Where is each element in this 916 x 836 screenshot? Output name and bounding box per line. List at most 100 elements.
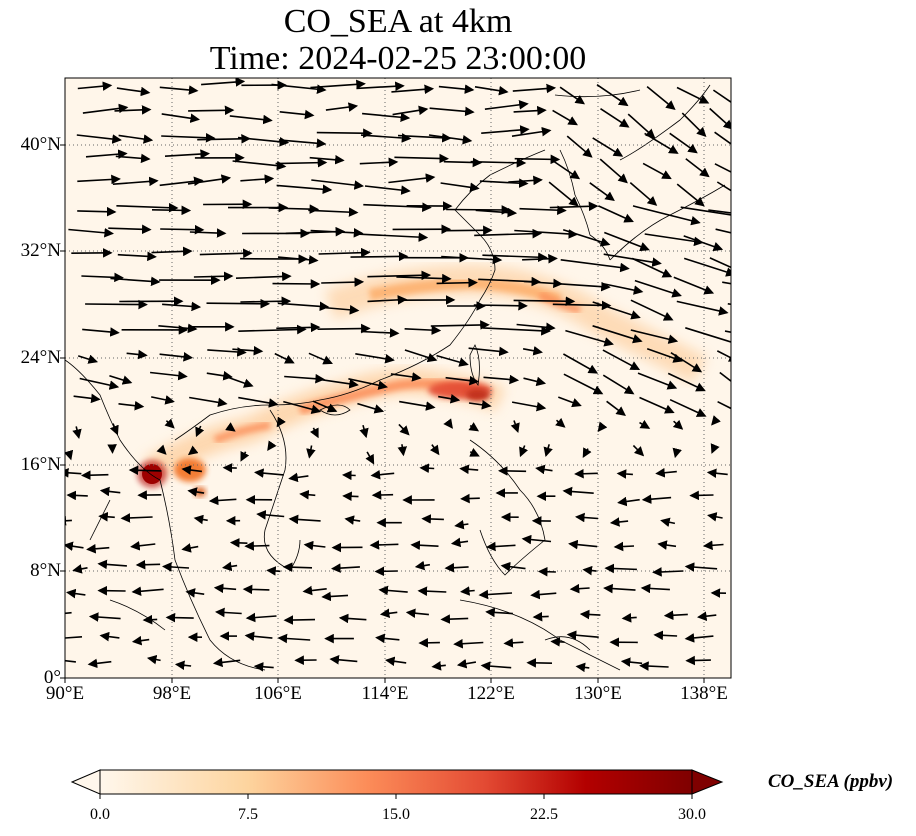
wind-vector [634, 279, 682, 298]
wind-vector [681, 112, 707, 138]
wind-vector [268, 204, 320, 214]
wind-vector [99, 486, 121, 497]
wind-vector [714, 131, 731, 145]
wind-vector [429, 444, 440, 456]
wind-vector [213, 583, 237, 594]
wind-vector [310, 228, 364, 238]
wind-vector [478, 589, 513, 600]
map-area [65, 78, 731, 678]
wind-vector [511, 401, 547, 412]
wind-vector [709, 107, 731, 130]
wind-vector [371, 490, 394, 500]
wind-vector [597, 421, 608, 433]
wind-vector [73, 393, 101, 404]
colorbar-tick-label: 15.0 [382, 806, 410, 823]
wind-vector [309, 154, 345, 165]
wind-vector [431, 661, 446, 671]
wind-vector [703, 540, 724, 551]
wind-vector [632, 444, 645, 457]
lon-tick-label: 98°E [152, 683, 192, 704]
wind-vector [421, 514, 444, 524]
wind-vector [390, 372, 422, 382]
colorbar-extend-min [70, 769, 101, 795]
wind-vector [453, 638, 484, 649]
wind-vector [603, 583, 636, 594]
wind-vector [397, 444, 408, 457]
wind-vector [685, 327, 731, 343]
wind-vector [563, 373, 604, 395]
wind-vector [468, 346, 509, 357]
lat-tick-label: 40°N [20, 134, 61, 155]
wind-vector [193, 271, 234, 282]
wind-vector [715, 228, 731, 234]
wind-vector [513, 296, 576, 306]
wind-vector [388, 173, 436, 184]
lon-tick-label: 90°E [45, 683, 85, 704]
wind-vector [460, 493, 480, 504]
colorbar-gradient [99, 769, 693, 795]
wind-vector [552, 300, 612, 311]
wind-vector [444, 562, 469, 573]
lon-tick-label: 138°E [680, 683, 728, 704]
wind-vector [604, 231, 650, 252]
wind-vector [397, 133, 452, 143]
wind-vector [164, 149, 210, 159]
wind-vector [174, 660, 192, 671]
wind-vector [135, 559, 161, 570]
wind-vector [637, 372, 678, 390]
wind-vector [676, 300, 729, 316]
wind-vector [187, 445, 199, 456]
wind-vector [508, 175, 543, 186]
wind-vector [620, 657, 643, 667]
wind-vector [642, 162, 672, 180]
wind-vector [479, 178, 529, 188]
wind-vector [81, 272, 124, 283]
wind-vector [237, 136, 290, 147]
wind-vector [562, 228, 611, 247]
wind-vector [278, 138, 327, 148]
wind-vector [473, 300, 528, 311]
wind-vector [254, 468, 284, 478]
wind-vector [592, 301, 641, 320]
wind-vector [630, 329, 679, 344]
wind-vector [706, 468, 728, 478]
wind-vector [151, 395, 175, 405]
wind-vector [65, 541, 84, 551]
wind-vector [680, 206, 731, 216]
wind-vector [414, 560, 431, 571]
wind-vector [555, 417, 566, 428]
colorbar-tick-label: 0.0 [90, 806, 110, 823]
wind-vector [684, 633, 714, 643]
wind-vector [419, 463, 435, 474]
wind-vector [673, 276, 715, 295]
wind-vector [710, 443, 720, 454]
wind-vector [460, 586, 475, 596]
wind-vector [481, 125, 530, 135]
wind-vector [277, 301, 330, 312]
wind-vector [77, 81, 113, 91]
wind-vector [82, 103, 129, 114]
wind-vector [663, 610, 688, 621]
wind-vector [641, 494, 672, 504]
wind-vector [717, 400, 731, 410]
wind-vector [271, 83, 327, 94]
wind-vector [443, 225, 493, 236]
wind-vector [86, 543, 110, 554]
wind-vector [120, 513, 153, 523]
colorbar-label: CO_SEA (ppbv) [768, 771, 894, 792]
wind-vector [81, 470, 109, 480]
wind-vector [227, 376, 254, 388]
wind-vector [159, 176, 204, 187]
wind-vector [350, 251, 409, 262]
colorbar-tick-label: 7.5 [238, 806, 258, 823]
wind-vector [565, 329, 614, 347]
wind-vector [131, 586, 164, 597]
wind-vector [362, 112, 411, 123]
wind-vector [317, 323, 371, 334]
wind-vector [288, 514, 321, 525]
wind-vector [639, 661, 669, 671]
wind-vector [563, 353, 599, 374]
wind-vector [142, 614, 158, 625]
wind-vector [364, 185, 411, 195]
wind-vector [79, 377, 120, 390]
